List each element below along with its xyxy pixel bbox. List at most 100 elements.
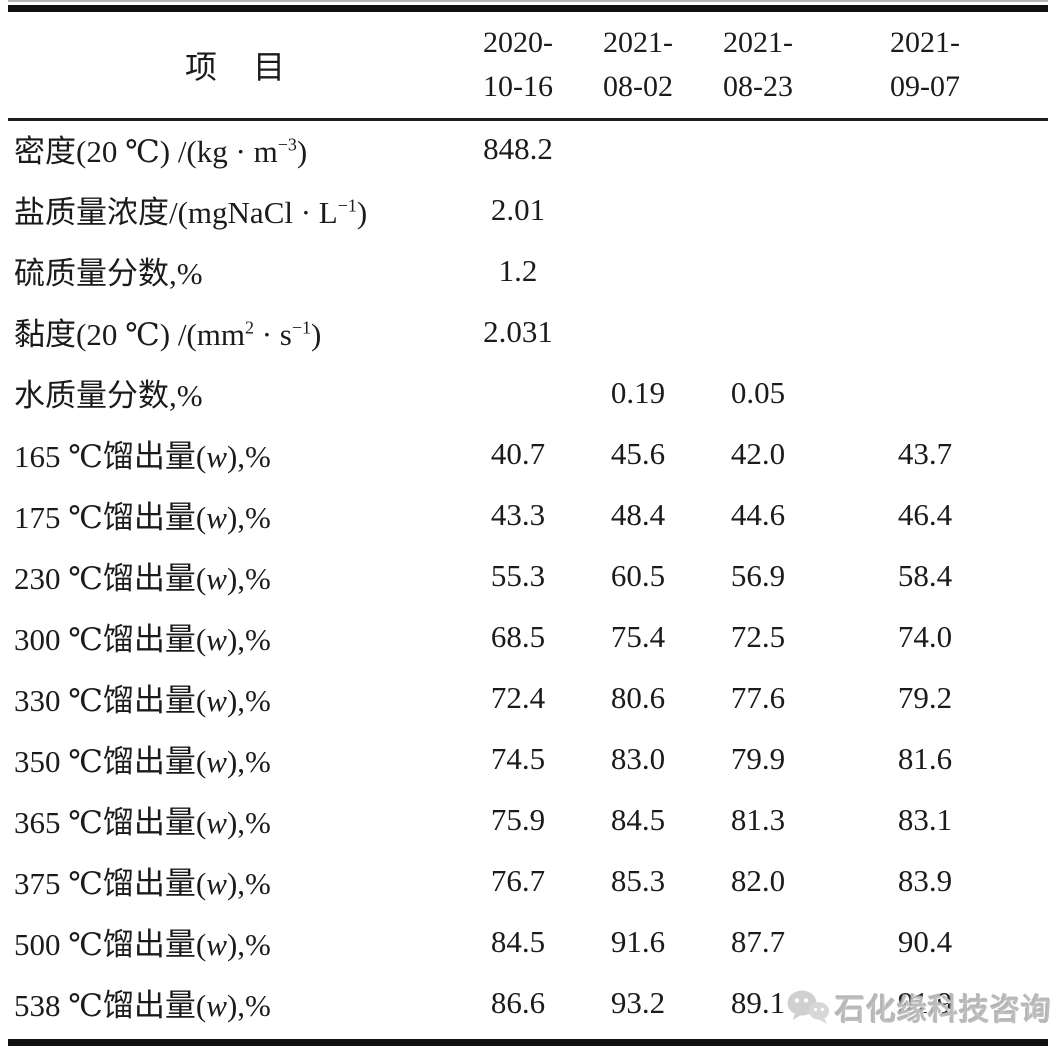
cell-value: 74.0 [897,618,953,654]
table-row: 350 ℃馏出量(w),% 74.5 83.0 79.9 81.6 [14,728,1032,789]
properties-table: 项 目 2020- 10-16 2021- 08-02 2021- 08-23 2021- 0… [14,12,1032,1033]
cell-value: 848.2 [483,130,553,166]
cell-value [578,301,698,362]
item-column-header: 项 目 [184,49,287,85]
table-row: 300 ℃馏出量(w),% 68.5 75.4 72.5 74.0 [14,606,1032,667]
row-label: 硫质量分数,% [14,256,203,291]
row-label: 盐质量浓度/(mgNaCl · L−1) [14,195,368,230]
cell-value: 83.9 [897,862,953,898]
cell-value: 81.3 [730,801,786,837]
cell-value [818,118,1032,179]
cell-value: 87.7 [730,923,786,959]
cell-value: 85.3 [610,862,666,898]
cell-value: 68.5 [490,618,546,654]
row-label: 350 ℃馏出量(w),% [14,744,271,779]
cell-value: 58.4 [897,557,953,593]
row-label: 330 ℃馏出量(w),% [14,683,271,718]
cell-value [818,362,1032,423]
row-label: 175 ℃馏出量(w),% [14,500,271,535]
cell-value [578,240,698,301]
cell-value: 84.5 [490,923,546,959]
cell-value [698,301,818,362]
cell-value: 86.6 [490,984,546,1020]
cell-value [698,118,818,179]
cell-value: 93.2 [610,984,666,1020]
cell-value: 60.5 [610,557,666,593]
cell-value [458,362,578,423]
row-label: 365 ℃馏出量(w),% [14,805,271,840]
cell-value: 91.9 [897,984,953,1020]
table-outer-hairline [8,0,1048,2]
cell-value: 80.6 [610,679,666,715]
table-header-rule [8,118,1048,121]
date-column-header: 2021- 08-02 [603,26,673,103]
cell-value: 84.5 [610,801,666,837]
table-row: 538 ℃馏出量(w),% 86.6 93.2 89.1 91.9 [14,972,1032,1033]
cell-value: 72.5 [730,618,786,654]
cell-value: 77.6 [730,679,786,715]
cell-value: 74.5 [490,740,546,776]
date-column-header: 2021- 09-07 [890,26,960,103]
table-row: 330 ℃馏出量(w),% 72.4 80.6 77.6 79.2 [14,667,1032,728]
row-label: 500 ℃馏出量(w),% [14,927,271,962]
cell-value: 79.2 [897,679,953,715]
table-row: 365 ℃馏出量(w),% 75.9 84.5 81.3 83.1 [14,789,1032,850]
cell-value [578,118,698,179]
table-row: 230 ℃馏出量(w),% 55.3 60.5 56.9 58.4 [14,545,1032,606]
cell-value: 0.05 [730,374,786,410]
cell-value: 56.9 [730,557,786,593]
row-label: 黏度(20 ℃) /(mm2 · s−1) [14,317,322,352]
table-row: 黏度(20 ℃) /(mm2 · s−1) 2.031 [14,301,1032,362]
cell-value: 40.7 [490,435,546,471]
cell-value: 89.1 [730,984,786,1020]
cell-value: 48.4 [610,496,666,532]
cell-value [698,240,818,301]
cell-value: 2.01 [490,191,546,227]
cell-value: 82.0 [730,862,786,898]
row-label: 375 ℃馏出量(w),% [14,866,271,901]
table-row: 175 ℃馏出量(w),% 43.3 48.4 44.6 46.4 [14,484,1032,545]
row-label: 538 ℃馏出量(w),% [14,988,271,1023]
cell-value: 81.6 [897,740,953,776]
cell-value: 46.4 [897,496,953,532]
cell-value: 91.6 [610,923,666,959]
date-column-header: 2020- 10-16 [483,26,553,103]
cell-value: 76.7 [490,862,546,898]
table-row: 密度(20 ℃) /(kg · m−3) 848.2 [14,118,1032,179]
table-row: 500 ℃馏出量(w),% 84.5 91.6 87.7 90.4 [14,911,1032,972]
cell-value [818,179,1032,240]
table-row: 盐质量浓度/(mgNaCl · L−1) 2.01 [14,179,1032,240]
cell-value: 83.0 [610,740,666,776]
cell-value: 0.19 [610,374,666,410]
cell-value [818,240,1032,301]
cell-value [818,301,1032,362]
cell-value: 55.3 [490,557,546,593]
row-label: 水质量分数,% [14,378,203,413]
cell-value: 79.9 [730,740,786,776]
table-top-rule [8,5,1048,12]
cell-value: 44.6 [730,496,786,532]
cell-value: 1.2 [498,252,538,288]
table-body: 密度(20 ℃) /(kg · m−3) 848.2 盐质量浓度/(mgNaCl ·… [14,118,1032,1033]
cell-value: 43.3 [490,496,546,532]
cell-value: 72.4 [490,679,546,715]
row-label: 165 ℃馏出量(w),% [14,439,271,474]
table-header-row: 项 目 2020- 10-16 2021- 08-02 2021- 08-23 2021- 0… [14,12,1032,118]
cell-value: 75.4 [610,618,666,654]
cell-value: 45.6 [610,435,666,471]
cell-value: 42.0 [730,435,786,471]
row-label: 230 ℃馏出量(w),% [14,561,271,596]
cell-value [578,179,698,240]
table-row: 硫质量分数,% 1.2 [14,240,1032,301]
row-label: 密度(20 ℃) /(kg · m−3) [14,134,308,169]
date-column-header: 2021- 08-23 [723,26,793,103]
table-row: 水质量分数,% 0.19 0.05 [14,362,1032,423]
cell-value [698,179,818,240]
table-row: 375 ℃馏出量(w),% 76.7 85.3 82.0 83.9 [14,850,1032,911]
cell-value: 75.9 [490,801,546,837]
table-row: 165 ℃馏出量(w),% 40.7 45.6 42.0 43.7 [14,423,1032,484]
table-bottom-rule [8,1039,1048,1046]
cell-value: 2.031 [483,313,553,349]
cell-value: 83.1 [897,801,953,837]
row-label: 300 ℃馏出量(w),% [14,622,271,657]
